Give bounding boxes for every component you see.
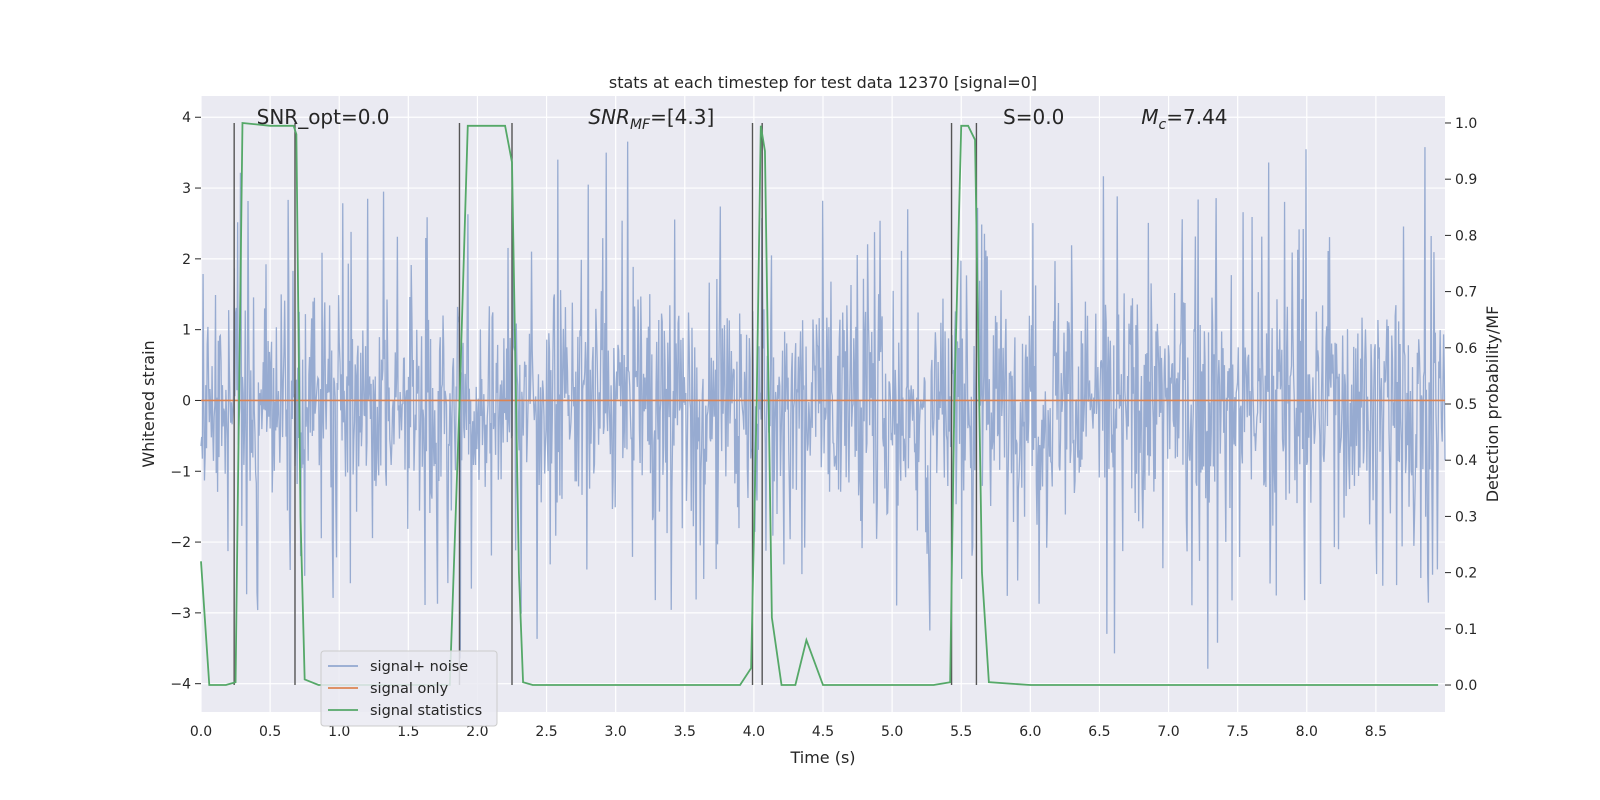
annotation: SNRMF=[4.3] [588,105,714,133]
x-tick-label: 4.5 [812,724,834,740]
annotation: S=0.0 [1003,105,1064,129]
x-tick-label: 0.5 [259,724,281,740]
y-tick-label: 2 [182,252,191,268]
y-right-tick-label: 0.3 [1455,509,1477,525]
x-tick-label: 7.5 [1227,724,1249,740]
x-tick-label: 3.5 [674,724,696,740]
y-right-tick-label: 0.2 [1455,566,1477,582]
x-tick-label: 7.0 [1157,724,1179,740]
annotation: SNR_opt=0.0 [257,105,390,129]
y-tick-label: 4 [182,110,191,126]
legend: signal+ noise signal only signal statistic… [320,650,498,727]
x-tick-label: 2.5 [535,724,557,740]
legend-label: signal+ noise [370,659,468,675]
x-tick-label: 4.0 [743,724,765,740]
series-signal-plus-noise [200,141,1446,669]
annotations: SNR_opt=0.0 SNRMF=[4.3] S=0.0 Mc=7.44 [257,105,1228,133]
chart-title: stats at each timestep for test data 123… [609,73,1037,92]
x-axis-ticks: 0.0 0.5 1.0 1.5 2.0 2.5 3.0 3.5 4.0 4.5 5.0 5.5 6.0 6… [190,724,1387,740]
legend-label: signal only [370,681,449,697]
statistics-line [200,121,1439,686]
y-right-tick-label: 0.0 [1455,678,1477,694]
y-tick-label: −1 [170,464,191,480]
x-tick-label: 1.0 [328,724,350,740]
y-tick-label: −2 [170,535,191,551]
x-tick-label: 0.0 [190,724,212,740]
noise-trace [200,141,1446,669]
y-right-tick-label: 0.4 [1455,453,1477,469]
annotation: Mc=7.44 [1141,105,1227,133]
x-tick-label: 5.0 [881,724,903,740]
legend-label: signal statistics [370,703,482,719]
y-tick-label: 1 [182,323,191,339]
legend-box [320,650,498,727]
y-right-tick-label: 0.9 [1455,172,1477,188]
y-right-tick-label: 0.8 [1455,228,1477,244]
y-tick-label: 0 [182,393,191,409]
y-tick-label: −4 [170,677,191,693]
x-tick-label: 3.0 [605,724,627,740]
x-axis-label: Time (s) [789,748,855,767]
x-tick-label: 8.0 [1296,724,1318,740]
y-right-axis-label: Detection probability/MF [1483,306,1502,503]
series-signal-statistics [200,121,1439,686]
x-tick-label: 5.5 [950,724,972,740]
x-tick-label: 8.5 [1365,724,1387,740]
y-right-tick-label: 0.1 [1455,622,1477,638]
y-right-tick-label: 0.6 [1455,341,1477,357]
x-tick-label: 6.0 [1019,724,1041,740]
y-right-axis-ticks: 0.0 0.1 0.2 0.3 0.4 0.5 0.6 0.7 0.8 0.9 1.0 [1445,116,1477,694]
x-tick-label: 6.5 [1088,724,1110,740]
y-tick-label: −3 [170,606,191,622]
y-right-tick-label: 1.0 [1455,116,1477,132]
y-axis-ticks: −4 −3 −2 −1 0 1 2 3 4 [170,110,201,693]
y-right-tick-label: 0.5 [1455,397,1477,413]
x-tick-label: 1.5 [397,724,419,740]
y-right-tick-label: 0.7 [1455,285,1477,301]
y-tick-label: 3 [182,181,191,197]
y-axis-label: Whitened strain [139,340,158,467]
x-tick-label: 2.0 [466,724,488,740]
